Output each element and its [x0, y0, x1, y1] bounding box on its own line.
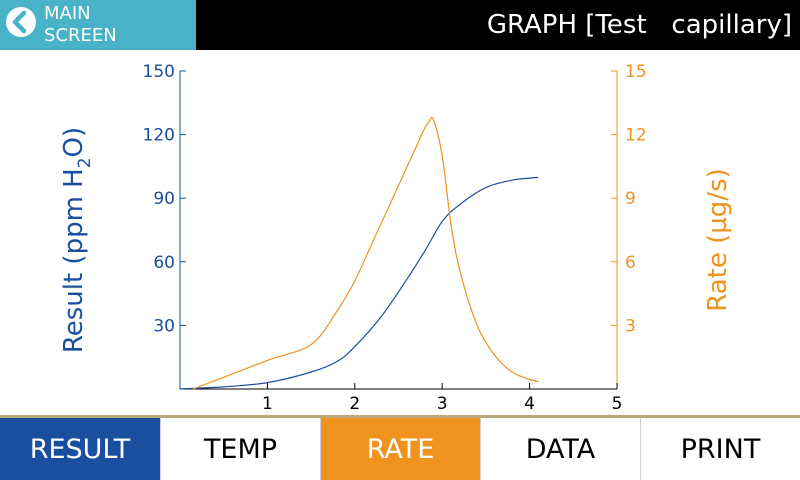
left-tick-label: 120 [143, 126, 175, 146]
x-tick-label: 2 [349, 394, 360, 414]
left-axis-label-part1: Result (ppm H [59, 168, 89, 353]
tab-rate[interactable]: RATE [320, 418, 480, 480]
left-axis-label-part3: O) [59, 127, 89, 158]
right-tick-label: 15 [625, 62, 647, 82]
header-bar: MAIN SCREEN GRAPH [Test capillary] [0, 0, 800, 50]
tab-print[interactable]: PRINT [640, 418, 800, 480]
x-tick-label: 5 [612, 394, 623, 414]
left-axis-label-subscript: 2 [75, 157, 95, 168]
tab-result[interactable]: RESULT [0, 418, 160, 480]
page-title: GRAPH [Test capillary] [486, 10, 792, 40]
tab-data[interactable]: DATA [480, 418, 640, 480]
x-tick-label: 4 [524, 394, 535, 414]
left-axis-label: Result (ppm H2O) [59, 127, 95, 353]
x-tick-label: 3 [437, 394, 448, 414]
main-screen-label-line2: SCREEN [44, 25, 117, 46]
tabbar-divider [0, 415, 800, 418]
tab-temp[interactable]: TEMP [160, 418, 320, 480]
right-tick-label: 12 [625, 126, 647, 146]
tab-bar: RESULT TEMP RATE DATA PRINT [0, 418, 800, 480]
series-line-rate [192, 116, 539, 390]
left-tick-label: 150 [143, 62, 175, 82]
series-line-result [179, 176, 539, 390]
chevron-left-circle-icon [6, 7, 36, 37]
right-tick-label: 9 [625, 189, 636, 209]
right-tick-label: 3 [625, 316, 636, 336]
left-tick-label: 30 [153, 316, 175, 336]
left-tick-label: 60 [153, 253, 175, 273]
x-tick-label: 1 [262, 394, 273, 414]
main-screen-label-line1: MAIN [44, 3, 91, 24]
main-screen-button[interactable]: MAIN SCREEN [0, 0, 196, 50]
right-tick-label: 6 [625, 253, 636, 273]
left-tick-label: 90 [153, 189, 175, 209]
right-axis-label: Rate (µg/s) [703, 168, 733, 312]
